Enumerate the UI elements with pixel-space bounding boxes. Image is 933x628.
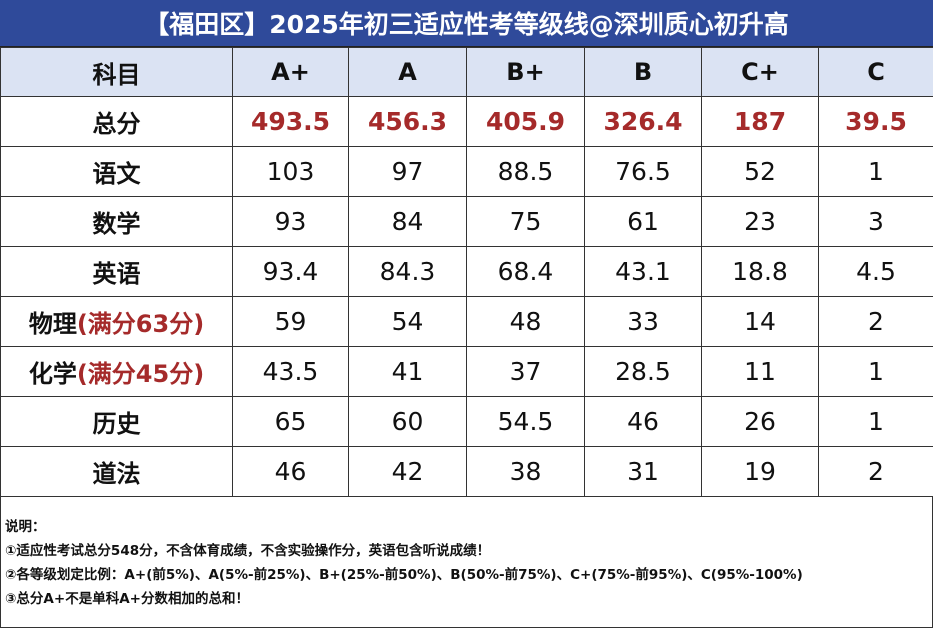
subject-name: 道法 xyxy=(92,460,141,488)
table-cell: 54 xyxy=(348,296,467,347)
table-cell: 2 xyxy=(818,446,933,497)
table-row-physics: 物理(满分63分) 59 54 48 33 14 2 xyxy=(0,296,933,347)
table-header-row: 科目 A+ A B+ B C+ C xyxy=(0,47,933,97)
table-cell: 42 xyxy=(348,446,467,497)
table-cell: 2 xyxy=(818,296,933,347)
table-cell: 39.5 xyxy=(818,96,933,147)
table-cell: 59 xyxy=(232,296,349,347)
row-label: 历史 xyxy=(0,396,233,447)
table-cell: 38 xyxy=(466,446,585,497)
table-row-history: 历史 65 60 54.5 46 26 1 xyxy=(0,396,933,447)
notes-heading: 说明： xyxy=(5,519,46,535)
column-header-a-plus: A+ xyxy=(232,47,349,97)
table-cell: 52 xyxy=(701,146,819,197)
table-cell: 88.5 xyxy=(466,146,585,197)
table-cell: 1 xyxy=(818,146,933,197)
subject-name: 总分 xyxy=(92,110,141,138)
table-cell: 31 xyxy=(584,446,702,497)
table-cell: 19 xyxy=(701,446,819,497)
grade-table: 科目 A+ A B+ B C+ C 总分 493.5 456.3 405.9 3… xyxy=(0,47,933,497)
table-cell: 26 xyxy=(701,396,819,447)
table-cell: 18.8 xyxy=(701,246,819,297)
table-cell: 84.3 xyxy=(348,246,467,297)
table-cell: 93.4 xyxy=(232,246,349,297)
table-row-chemistry: 化学(满分45分) 43.5 41 37 28.5 11 1 xyxy=(0,346,933,397)
table-cell: 97 xyxy=(348,146,467,197)
subject-note: (满分63分) xyxy=(76,310,205,338)
table-row-chinese: 语文 103 97 88.5 76.5 52 1 xyxy=(0,146,933,197)
notes-line-3: ③总分A+不是单科A+分数相加的总和！ xyxy=(5,591,249,607)
table-row-math: 数学 93 84 75 61 23 3 xyxy=(0,196,933,247)
row-label: 英语 xyxy=(0,246,233,297)
table-cell: 1 xyxy=(818,396,933,447)
column-header-subject: 科目 xyxy=(0,47,233,97)
table-cell: 37 xyxy=(466,346,585,397)
column-header-b: B xyxy=(584,47,702,97)
table-cell: 43.5 xyxy=(232,346,349,397)
column-header-a: A xyxy=(348,47,467,97)
table-cell: 326.4 xyxy=(584,96,702,147)
table-cell: 46 xyxy=(584,396,702,447)
table-cell: 3 xyxy=(818,196,933,247)
table-cell: 65 xyxy=(232,396,349,447)
table-cell: 43.1 xyxy=(584,246,702,297)
column-header-b-plus: B+ xyxy=(466,47,585,97)
notes-section: 说明： ①适应性考试总分548分，不含体育成绩，不含实验操作分，英语包含听说成绩… xyxy=(0,497,933,628)
table-cell: 48 xyxy=(466,296,585,347)
table-cell: 14 xyxy=(701,296,819,347)
row-label: 数学 xyxy=(0,196,233,247)
table-cell: 11 xyxy=(701,346,819,397)
row-label: 总分 xyxy=(0,96,233,147)
row-label: 化学(满分45分) xyxy=(0,346,233,397)
table-cell: 93 xyxy=(232,196,349,247)
table-cell: 187 xyxy=(701,96,819,147)
table-cell: 84 xyxy=(348,196,467,247)
table-cell: 68.4 xyxy=(466,246,585,297)
table-cell: 405.9 xyxy=(466,96,585,147)
table-cell: 33 xyxy=(584,296,702,347)
subject-name: 历史 xyxy=(92,410,141,438)
table-cell: 61 xyxy=(584,196,702,247)
table-cell: 1 xyxy=(818,346,933,397)
notes-line-2: ②各等级划定比例：A+(前5%)、A(5%-前25%)、B+(25%-前50%)… xyxy=(5,567,803,583)
table-cell: 46 xyxy=(232,446,349,497)
subject-name: 语文 xyxy=(92,160,141,188)
table-row-total: 总分 493.5 456.3 405.9 326.4 187 39.5 xyxy=(0,96,933,147)
page-title: 【福田区】2025年初三适应性考等级线@深圳质心初升高 xyxy=(0,0,933,47)
table-cell: 75 xyxy=(466,196,585,247)
table-cell: 28.5 xyxy=(584,346,702,397)
table-cell: 4.5 xyxy=(818,246,933,297)
row-label: 语文 xyxy=(0,146,233,197)
column-header-c: C xyxy=(818,47,933,97)
subject-note: (满分45分) xyxy=(76,360,205,388)
table-cell: 76.5 xyxy=(584,146,702,197)
table-cell: 41 xyxy=(348,346,467,397)
table-row-english: 英语 93.4 84.3 68.4 43.1 18.8 4.5 xyxy=(0,246,933,297)
row-label: 道法 xyxy=(0,446,233,497)
table-cell: 493.5 xyxy=(232,96,349,147)
notes-line-1: ①适应性考试总分548分，不含体育成绩，不含实验操作分，英语包含听说成绩！ xyxy=(5,543,491,559)
subject-name: 化学 xyxy=(28,360,77,388)
subject-name: 数学 xyxy=(92,210,141,238)
column-header-c-plus: C+ xyxy=(701,47,819,97)
subject-name: 物理 xyxy=(28,310,77,338)
row-label: 物理(满分63分) xyxy=(0,296,233,347)
table-cell: 103 xyxy=(232,146,349,197)
table-row-morality-law: 道法 46 42 38 31 19 2 xyxy=(0,446,933,497)
table-cell: 23 xyxy=(701,196,819,247)
table-cell: 60 xyxy=(348,396,467,447)
table-cell: 54.5 xyxy=(466,396,585,447)
subject-name: 英语 xyxy=(92,260,141,288)
table-cell: 456.3 xyxy=(348,96,467,147)
